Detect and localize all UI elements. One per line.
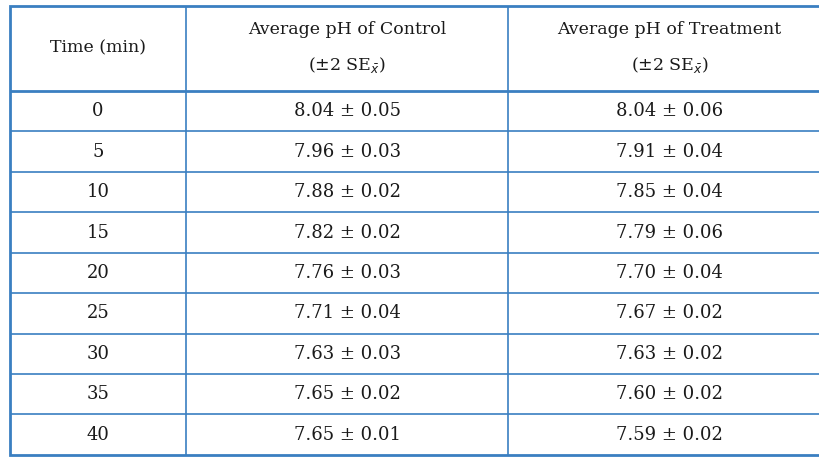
Text: 7.76 ± 0.03: 7.76 ± 0.03: [293, 264, 400, 282]
Text: 10: 10: [86, 183, 110, 201]
Text: ($\pm$2 SE$_{\bar{x}}$): ($\pm$2 SE$_{\bar{x}}$): [308, 55, 386, 75]
Text: 8.04 ± 0.05: 8.04 ± 0.05: [293, 102, 400, 120]
Text: Average pH of Treatment: Average pH of Treatment: [557, 21, 781, 38]
Text: 7.85 ± 0.04: 7.85 ± 0.04: [615, 183, 722, 201]
Text: 7.67 ± 0.02: 7.67 ± 0.02: [615, 304, 722, 322]
Text: 7.71 ± 0.04: 7.71 ± 0.04: [293, 304, 400, 322]
Text: 25: 25: [87, 304, 109, 322]
Text: 7.60 ± 0.02: 7.60 ± 0.02: [615, 385, 722, 403]
Text: 7.59 ± 0.02: 7.59 ± 0.02: [615, 426, 722, 444]
Text: 35: 35: [87, 385, 109, 403]
Text: 7.91 ± 0.04: 7.91 ± 0.04: [615, 143, 722, 161]
Text: 7.65 ± 0.01: 7.65 ± 0.01: [293, 426, 400, 444]
Text: 7.82 ± 0.02: 7.82 ± 0.02: [293, 224, 400, 242]
Text: 7.79 ± 0.06: 7.79 ± 0.06: [615, 224, 722, 242]
Text: Average pH of Control: Average pH of Control: [248, 21, 446, 38]
Text: 7.96 ± 0.03: 7.96 ± 0.03: [293, 143, 400, 161]
Text: 5: 5: [93, 143, 103, 161]
Text: 0: 0: [92, 102, 104, 120]
Text: ($\pm$2 SE$_{\bar{x}}$): ($\pm$2 SE$_{\bar{x}}$): [630, 55, 708, 75]
Text: 30: 30: [86, 345, 110, 363]
Text: 8.04 ± 0.06: 8.04 ± 0.06: [615, 102, 722, 120]
Text: 15: 15: [87, 224, 109, 242]
Text: 7.70 ± 0.04: 7.70 ± 0.04: [615, 264, 722, 282]
Text: Time (min): Time (min): [50, 40, 146, 57]
Text: 40: 40: [87, 426, 109, 444]
Text: 7.63 ± 0.03: 7.63 ± 0.03: [293, 345, 400, 363]
Text: 7.65 ± 0.02: 7.65 ± 0.02: [293, 385, 400, 403]
Text: 7.63 ± 0.02: 7.63 ± 0.02: [615, 345, 722, 363]
Text: 7.88 ± 0.02: 7.88 ± 0.02: [293, 183, 400, 201]
Text: 20: 20: [87, 264, 109, 282]
